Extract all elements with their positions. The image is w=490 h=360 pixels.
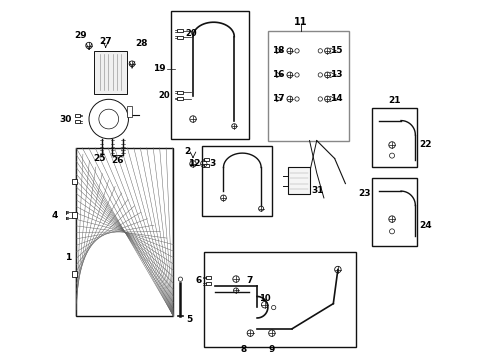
Bar — [60, 217, 66, 220]
Text: 12: 12 — [188, 159, 200, 168]
Bar — [204, 165, 209, 167]
Text: 5: 5 — [186, 315, 192, 324]
Text: 25: 25 — [94, 154, 106, 163]
Text: 2: 2 — [184, 147, 190, 156]
Text: 22: 22 — [419, 140, 431, 149]
Bar — [72, 212, 77, 218]
Bar — [205, 282, 211, 285]
Text: 19: 19 — [153, 64, 166, 73]
Bar — [74, 121, 80, 123]
Bar — [172, 12, 248, 139]
Bar — [204, 158, 209, 161]
Text: 27: 27 — [99, 37, 112, 46]
Text: 18: 18 — [272, 46, 285, 55]
Text: 13: 13 — [330, 71, 343, 80]
Text: 9: 9 — [269, 345, 275, 354]
Text: 7: 7 — [247, 276, 253, 285]
Text: 24: 24 — [419, 221, 432, 230]
Bar — [74, 114, 80, 117]
Text: 3: 3 — [210, 159, 216, 168]
Text: 4: 4 — [51, 211, 58, 220]
Text: 20: 20 — [185, 29, 197, 38]
Bar — [95, 51, 126, 94]
Text: 6: 6 — [196, 276, 202, 285]
Text: 20: 20 — [158, 90, 170, 99]
Bar — [177, 91, 183, 94]
Text: 29: 29 — [74, 31, 87, 40]
Bar — [205, 276, 211, 279]
Bar — [372, 178, 417, 246]
Text: 30: 30 — [60, 114, 72, 123]
Text: 8: 8 — [240, 345, 246, 354]
Text: 11: 11 — [294, 17, 307, 27]
Text: 26: 26 — [111, 156, 124, 165]
Bar — [72, 271, 77, 277]
Bar — [269, 31, 349, 140]
Text: 16: 16 — [272, 71, 285, 80]
Bar — [60, 211, 66, 214]
Text: 10: 10 — [259, 293, 270, 302]
Text: 1: 1 — [65, 253, 71, 262]
Text: 31: 31 — [311, 186, 324, 195]
Bar — [177, 97, 183, 100]
Text: 17: 17 — [272, 94, 285, 103]
Bar — [76, 148, 173, 316]
Bar — [372, 108, 417, 167]
Bar — [177, 36, 183, 39]
Text: 15: 15 — [330, 46, 343, 55]
Bar — [204, 252, 356, 347]
Bar — [72, 179, 77, 184]
Bar — [288, 167, 310, 194]
Bar — [177, 30, 183, 32]
Text: 28: 28 — [136, 39, 148, 48]
Text: 23: 23 — [358, 189, 370, 198]
Text: 14: 14 — [330, 94, 343, 103]
Bar — [126, 107, 132, 117]
Text: 21: 21 — [389, 96, 401, 105]
Bar — [202, 146, 272, 216]
